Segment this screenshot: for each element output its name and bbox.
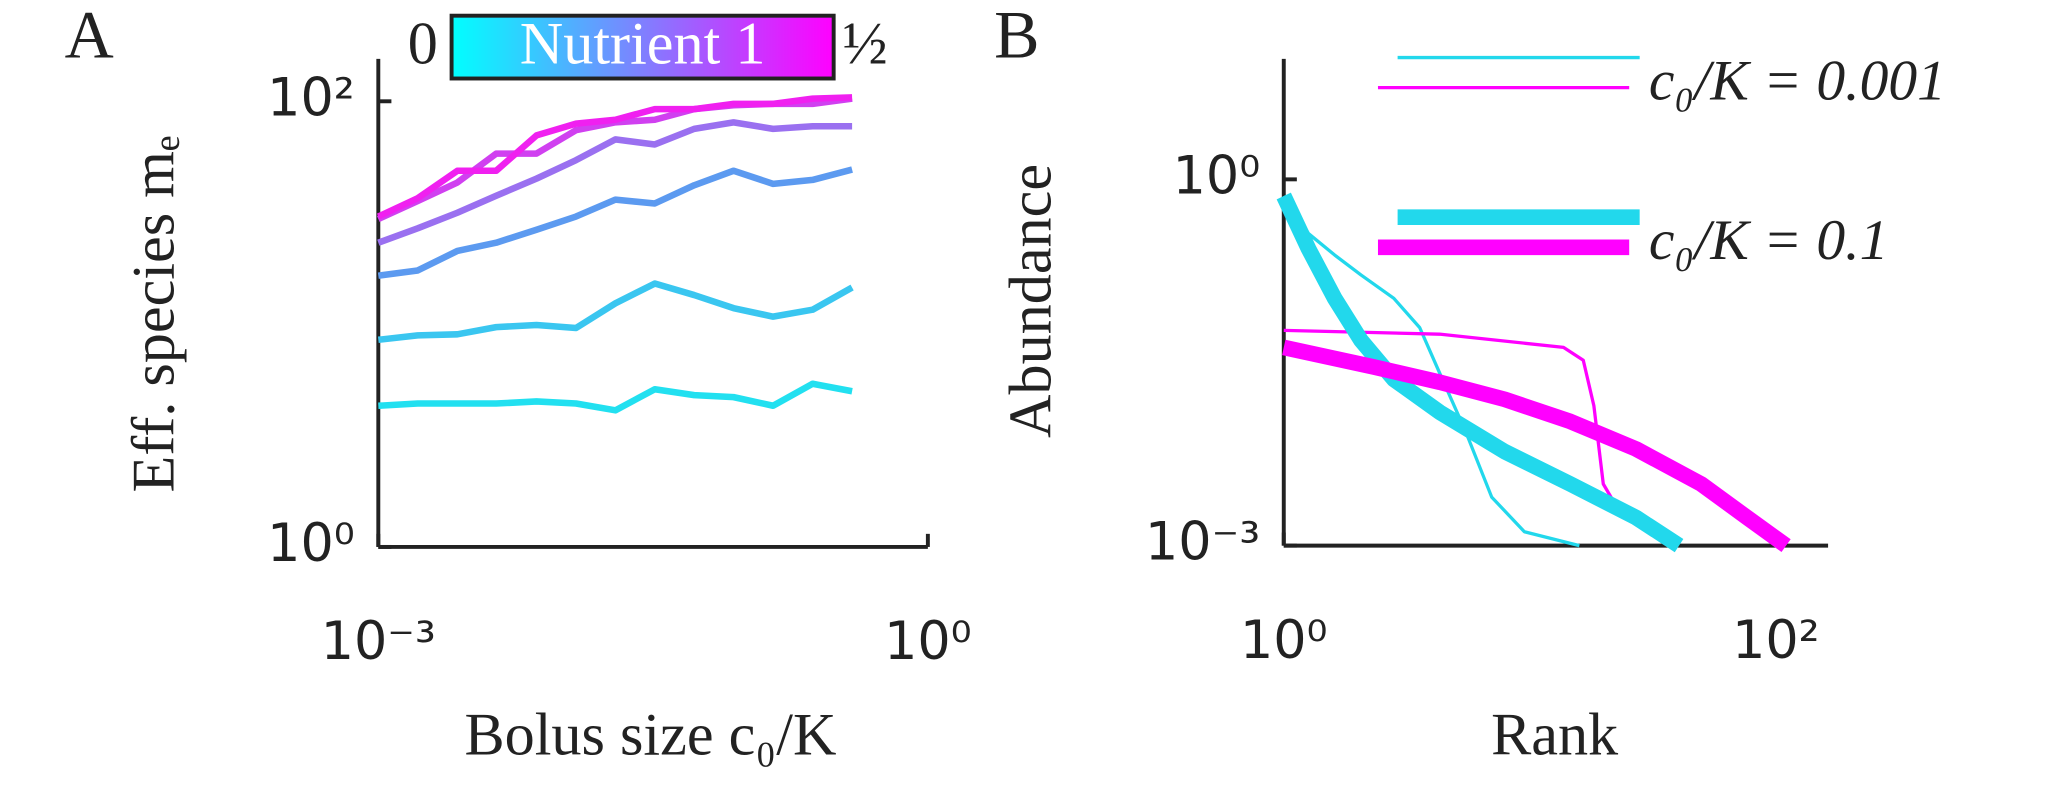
series-line xyxy=(1276,192,1684,553)
panel-letter: A xyxy=(65,0,114,72)
colorbar-label: Nutrient 1 xyxy=(520,11,766,78)
x-tick-label: 10⁰ xyxy=(884,611,972,672)
series-line xyxy=(377,166,853,279)
y-axis-label: Eff. species mₑ xyxy=(121,136,188,493)
x-tick-label: 10⁻³ xyxy=(321,611,436,672)
y-axis-label: Abundance xyxy=(997,164,1064,438)
y-tick-label: 10⁻³ xyxy=(1145,512,1260,573)
x-tick-label: 10⁰ xyxy=(1240,610,1328,671)
y-tick-label: 10⁰ xyxy=(267,513,355,574)
x-tick-label: 10² xyxy=(1732,610,1820,671)
series-line xyxy=(1282,339,1791,552)
colorbar-tick-label: 0 xyxy=(408,11,438,78)
series-line xyxy=(1282,195,1580,548)
x-axis-label: Bolus size c₀/K xyxy=(465,701,837,768)
legend-label: c₀/K = 0.1 xyxy=(1649,209,1889,272)
series-line xyxy=(377,119,853,246)
panel-letter: B xyxy=(994,0,1039,72)
legend-label: c₀/K = 0.001 xyxy=(1649,50,1946,113)
series-line xyxy=(376,94,853,220)
series-line xyxy=(377,280,854,344)
x-axis-label: Rank xyxy=(1491,701,1619,768)
colorbar xyxy=(449,13,836,81)
y-tick-label: 10⁰ xyxy=(1173,145,1261,206)
colorbar-tick-label: ½ xyxy=(842,11,887,78)
y-tick-label: 10² xyxy=(267,67,355,128)
series-line xyxy=(378,380,853,414)
